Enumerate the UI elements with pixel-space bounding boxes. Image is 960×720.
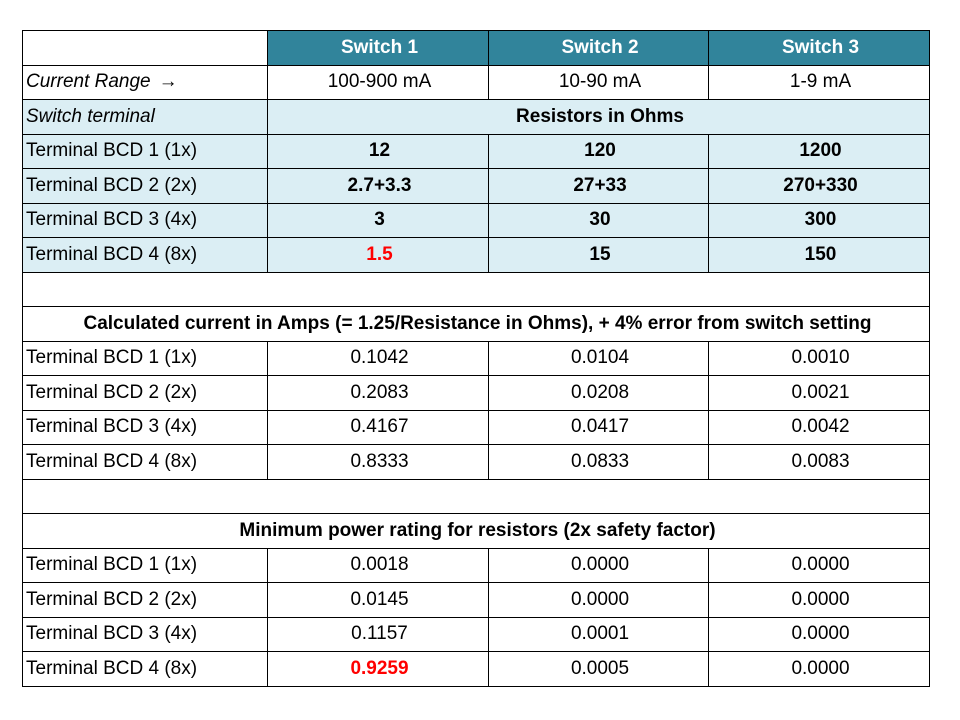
power-value: 0.0001 — [488, 616, 709, 652]
current-value: 0.0021 — [708, 375, 930, 411]
current-title-row: Calculated current in Amps (= 1.25/Resis… — [22, 306, 930, 342]
resistor-value: 150 — [708, 237, 930, 273]
resistor-value: 300 — [708, 202, 930, 238]
current-range-switch-3: 1-9 mA — [708, 64, 930, 100]
power-value: 0.0000 — [708, 582, 930, 618]
power-value: 0.0145 — [267, 582, 489, 618]
power-value: 0.0000 — [708, 547, 930, 583]
table-row: Terminal BCD 3 (4x) 3 30 300 — [22, 202, 930, 238]
resistor-value: 15 — [488, 237, 709, 273]
current-range-switch-1: 100-900 mA — [267, 64, 489, 100]
table-row: Terminal BCD 1 (1x) 12 120 1200 — [22, 133, 930, 169]
power-value: 0.0000 — [488, 547, 709, 583]
power-title: Minimum power rating for resistors (2x s… — [22, 513, 930, 549]
switch-3-header: Switch 3 — [708, 30, 930, 66]
current-range-label-cell: Current Range → — [22, 64, 268, 100]
table-row: Terminal BCD 3 (4x) 0.4167 0.0417 0.0042 — [22, 409, 930, 445]
resistor-value: 1200 — [708, 133, 930, 169]
terminal-label: Terminal BCD 4 (8x) — [22, 237, 268, 273]
terminal-label: Terminal BCD 1 (1x) — [22, 340, 268, 376]
resistor-value: 270+330 — [708, 168, 930, 204]
current-range-row: Current Range → 100-900 mA 10-90 mA 1-9 m… — [22, 64, 930, 100]
power-value: 0.0005 — [488, 651, 709, 687]
current-value: 0.0104 — [488, 340, 709, 376]
current-range-label: Current Range — [26, 71, 151, 93]
current-value: 0.0208 — [488, 375, 709, 411]
header-blank-cell — [22, 30, 268, 66]
terminal-label: Terminal BCD 3 (4x) — [22, 202, 268, 238]
table-row: Terminal BCD 2 (2x) 2.7+3.3 27+33 270+33… — [22, 168, 930, 204]
power-value: 0.1157 — [267, 616, 489, 652]
spacer-cell — [22, 478, 930, 514]
power-value: 0.0000 — [488, 582, 709, 618]
current-value: 0.0833 — [488, 444, 709, 480]
terminal-label: Terminal BCD 2 (2x) — [22, 375, 268, 411]
power-value-highlighted: 0.9259 — [267, 651, 489, 687]
current-title: Calculated current in Amps (= 1.25/Resis… — [22, 306, 930, 342]
switch-1-header: Switch 1 — [267, 30, 489, 66]
current-value: 0.2083 — [267, 375, 489, 411]
current-value: 0.1042 — [267, 340, 489, 376]
resistors-title: Resistors in Ohms — [267, 99, 930, 135]
terminal-label: Terminal BCD 2 (2x) — [22, 168, 268, 204]
power-value: 0.0000 — [708, 616, 930, 652]
current-value: 0.0010 — [708, 340, 930, 376]
current-value: 0.0417 — [488, 409, 709, 445]
switch-terminal-label: Switch terminal — [22, 99, 268, 135]
terminal-label: Terminal BCD 4 (8x) — [22, 651, 268, 687]
resistor-table: Switch 1 Switch 2 Switch 3 Current Range… — [22, 30, 930, 687]
terminal-label: Terminal BCD 2 (2x) — [22, 582, 268, 618]
terminal-label: Terminal BCD 4 (8x) — [22, 444, 268, 480]
resistor-value: 3 — [267, 202, 489, 238]
terminal-label: Terminal BCD 1 (1x) — [22, 133, 268, 169]
spacer-cell — [22, 271, 930, 307]
current-value: 0.0042 — [708, 409, 930, 445]
table-row: Terminal BCD 2 (2x) 0.2083 0.0208 0.0021 — [22, 375, 930, 411]
table-row: Terminal BCD 2 (2x) 0.0145 0.0000 0.0000 — [22, 582, 930, 618]
current-value: 0.0083 — [708, 444, 930, 480]
terminal-label: Terminal BCD 3 (4x) — [22, 616, 268, 652]
resistor-value: 2.7+3.3 — [267, 168, 489, 204]
resistor-value: 12 — [267, 133, 489, 169]
terminal-label: Terminal BCD 3 (4x) — [22, 409, 268, 445]
resistor-value: 30 — [488, 202, 709, 238]
terminal-label: Terminal BCD 1 (1x) — [22, 547, 268, 583]
table-row: Terminal BCD 4 (8x) 0.9259 0.0005 0.0000 — [22, 651, 930, 687]
table-row: Terminal BCD 1 (1x) 0.0018 0.0000 0.0000 — [22, 547, 930, 583]
table-row: Terminal BCD 4 (8x) 1.5 15 150 — [22, 237, 930, 273]
power-value: 0.0000 — [708, 651, 930, 687]
resistor-value-highlighted: 1.5 — [267, 237, 489, 273]
spacer-row — [22, 478, 930, 514]
table-row: Terminal BCD 1 (1x) 0.1042 0.0104 0.0010 — [22, 340, 930, 376]
current-value: 0.8333 — [267, 444, 489, 480]
resistor-value: 120 — [488, 133, 709, 169]
current-range-switch-2: 10-90 mA — [488, 64, 709, 100]
switch-2-header: Switch 2 — [488, 30, 709, 66]
current-value: 0.4167 — [267, 409, 489, 445]
right-arrow-icon: → — [158, 71, 178, 93]
table-row: Terminal BCD 4 (8x) 0.8333 0.0833 0.0083 — [22, 444, 930, 480]
spacer-row — [22, 271, 930, 307]
power-title-row: Minimum power rating for resistors (2x s… — [22, 513, 930, 549]
resistor-value: 27+33 — [488, 168, 709, 204]
header-row: Switch 1 Switch 2 Switch 3 — [22, 30, 930, 66]
power-value: 0.0018 — [267, 547, 489, 583]
table-row: Terminal BCD 3 (4x) 0.1157 0.0001 0.0000 — [22, 616, 930, 652]
resistors-title-row: Switch terminal Resistors in Ohms — [22, 99, 930, 135]
